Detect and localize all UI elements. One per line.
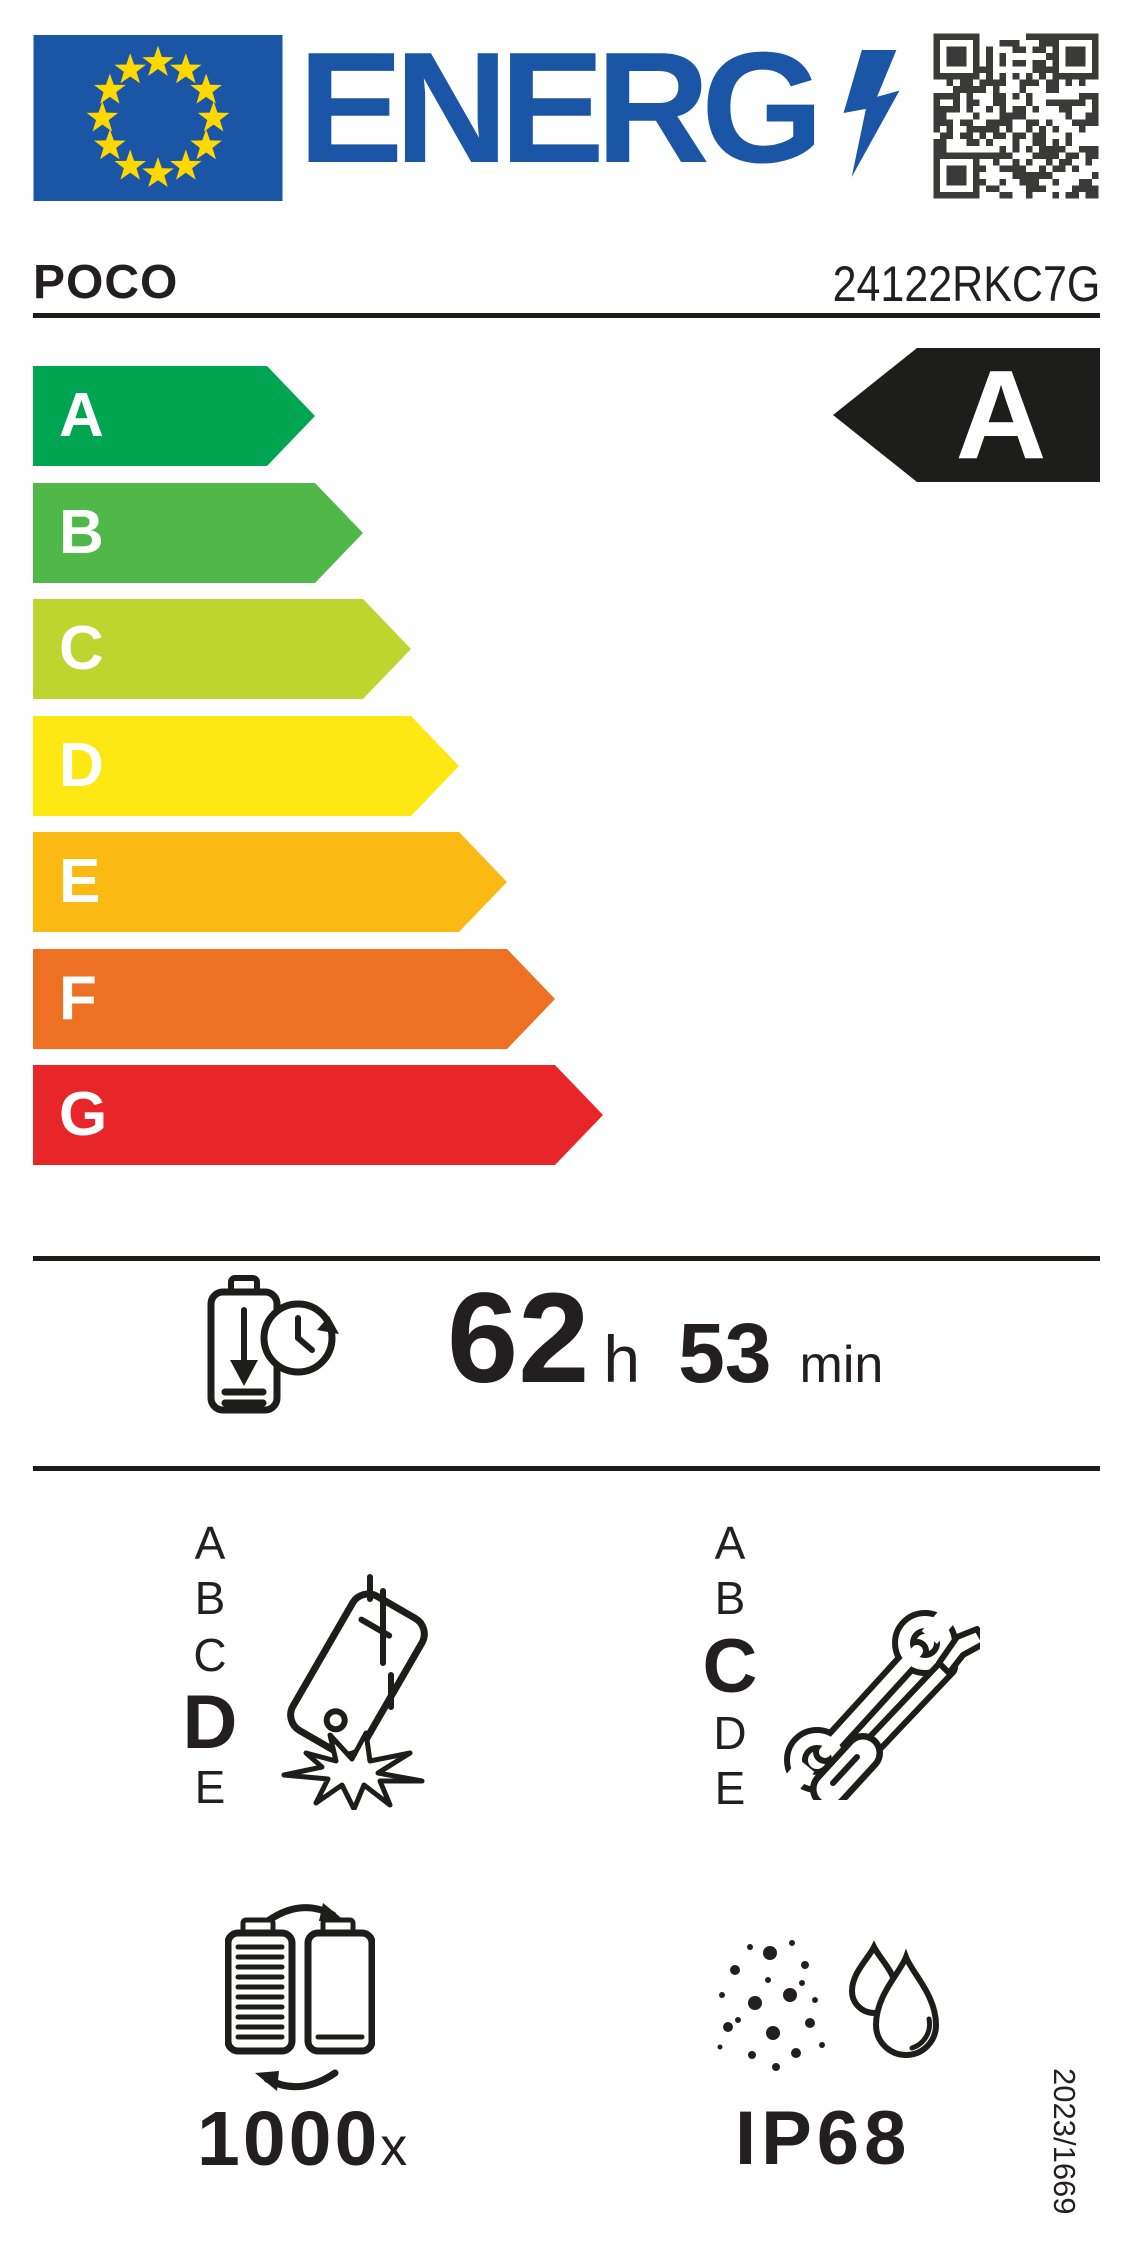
selected-class-arrow (833, 348, 1100, 482)
battery-cycles-value: 1000x (197, 2101, 407, 2178)
energy-class-arrow-C: C (33, 599, 411, 699)
eu-star-icon (190, 73, 222, 104)
drop-resistance-class-E: E (194, 1761, 226, 1813)
endurance-divider (33, 1466, 1100, 1471)
brand-name: POCO (33, 256, 179, 309)
falling-phone-icon (281, 1574, 428, 1810)
battery-endurance-value: 62 h 53 min (447, 1275, 883, 1403)
energy-logo-text: ENERG (298, 20, 824, 196)
endurance-hours-unit: h (603, 1322, 641, 1396)
energy-class-letter: D (59, 731, 104, 800)
endurance-minutes: 53 (678, 1306, 772, 1400)
energy-class-letter: G (59, 1080, 108, 1149)
eu-flag-icon (33, 35, 283, 201)
repairability-class-D: D (713, 1707, 747, 1759)
dust-water-protection-icon (717, 1940, 940, 2071)
eu-star-icon (170, 149, 202, 180)
header-divider (33, 313, 1100, 318)
battery-endurance-icon (207, 1275, 339, 1414)
repairability-class-B: B (714, 1572, 746, 1624)
lightning-bolt-icon (843, 50, 900, 177)
cycles-unit: x (380, 2117, 408, 2177)
eu-star-icon (114, 53, 146, 84)
energy-class-letter: F (59, 964, 97, 1033)
repair-tools-icon (779, 1608, 980, 1800)
drop-resistance-class-A: A (194, 1517, 226, 1569)
eu-star-icon (94, 129, 126, 160)
model-identifier: 24122RKC7G (832, 256, 1100, 312)
ip-rating-value: IP68 (735, 2096, 912, 2181)
drop-resistance-class-C: C (193, 1629, 227, 1681)
energy-class-arrow-D: D (33, 716, 459, 816)
scale-divider (33, 1256, 1100, 1261)
energy-class-arrow-A: A (33, 366, 315, 466)
eu-star-icon (142, 157, 174, 188)
repairability-class-C-selected: C (702, 1624, 758, 1709)
selected-energy-class: A (955, 344, 1047, 485)
eu-star-icon (114, 149, 146, 180)
eu-star-icon (142, 45, 174, 76)
energy-class-letter: C (59, 614, 104, 683)
eu-star-icon (197, 101, 230, 132)
battery-cycles-icon (225, 1903, 375, 2091)
energy-class-letter: E (59, 847, 101, 916)
energy-class-letter: B (59, 498, 104, 567)
endurance-hours: 62 (447, 1267, 590, 1410)
drop-resistance-class-D-selected: D (182, 1680, 238, 1765)
drop-resistance-class-B: B (194, 1572, 226, 1624)
cycles-count: 1000 (197, 2096, 381, 2182)
eu-star-icon (170, 53, 202, 84)
energy-class-arrow-B: B (33, 483, 363, 583)
energy-class-arrow-E: E (33, 832, 507, 932)
repairability-class-E: E (714, 1762, 746, 1814)
energy-class-arrow-G: G (33, 1065, 603, 1165)
eu-star-icon (94, 73, 126, 104)
regulation-number: 2023/1669 (1047, 2068, 1082, 2215)
eu-star-icon (86, 101, 119, 132)
energy-class-letter: A (59, 381, 104, 450)
repairability-class-A: A (714, 1517, 746, 1569)
qr-code-icon (930, 30, 1102, 202)
energy-class-arrow-F: F (33, 949, 555, 1049)
water-drops (848, 1940, 940, 2058)
dust-dots (717, 1940, 825, 2071)
endurance-minutes-unit: min (799, 1336, 884, 1394)
eu-star-icon (190, 129, 222, 160)
